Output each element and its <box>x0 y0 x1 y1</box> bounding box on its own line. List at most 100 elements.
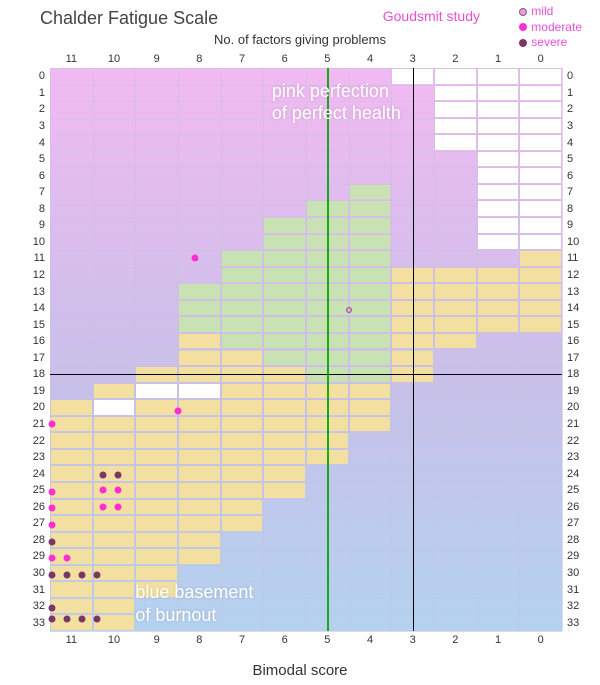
ref-line-vertical-green <box>327 68 329 631</box>
band-cell <box>51 533 92 548</box>
x-tick-top: 2 <box>452 53 458 68</box>
y-tick-left: 14 <box>22 302 50 314</box>
y-tick-right: 15 <box>562 319 590 331</box>
y-tick-right: 3 <box>562 120 590 132</box>
plot-area: pink perfectionof perfect healthblue bas… <box>50 68 562 631</box>
y-tick-left: 5 <box>22 153 50 165</box>
y-tick-left: 20 <box>22 401 50 413</box>
band-cell <box>51 466 92 481</box>
y-tick-left: 23 <box>22 451 50 463</box>
y-tick-left: 4 <box>22 137 50 149</box>
y-tick-right: 0 <box>562 70 590 82</box>
band-cell <box>350 201 391 216</box>
band-cell <box>179 466 220 481</box>
x-tick-bottom: 11 <box>66 631 77 646</box>
band-cell <box>222 400 263 415</box>
band-cell <box>222 251 263 266</box>
y-tick-right: 23 <box>562 451 590 463</box>
data-point <box>192 255 199 262</box>
band-cell <box>478 168 519 183</box>
band-cell <box>94 450 135 465</box>
band-cell <box>51 500 92 515</box>
band-cell <box>136 384 177 399</box>
band-cell <box>136 433 177 448</box>
band-cell <box>520 185 561 200</box>
band-cell <box>51 566 92 581</box>
y-tick-left: 9 <box>22 219 50 231</box>
band-cell <box>520 86 561 101</box>
band-cell <box>520 102 561 117</box>
x-tick-bottom: 3 <box>410 631 416 646</box>
y-tick-right: 16 <box>562 335 590 347</box>
band-cell <box>520 268 561 283</box>
band-cell <box>350 268 391 283</box>
band-cell <box>222 334 263 349</box>
band-cell <box>179 317 220 332</box>
y-tick-right: 17 <box>562 352 590 364</box>
y-tick-left: 8 <box>22 203 50 215</box>
y-tick-right: 29 <box>562 550 590 562</box>
band-cell <box>179 400 220 415</box>
band-cell <box>520 168 561 183</box>
band-cell <box>51 400 92 415</box>
y-tick-right: 32 <box>562 600 590 612</box>
y-tick-right: 2 <box>562 103 590 115</box>
band-cell <box>478 119 519 134</box>
band-cell <box>435 284 476 299</box>
band-cell <box>51 433 92 448</box>
band-cell <box>51 417 92 432</box>
x-tick-bottom: 10 <box>108 631 120 646</box>
y-tick-left: 3 <box>22 120 50 132</box>
y-tick-left: 31 <box>22 584 50 596</box>
band-cell <box>264 450 305 465</box>
band-cell <box>520 135 561 150</box>
y-tick-left: 30 <box>22 567 50 579</box>
band-cell <box>350 417 391 432</box>
data-point <box>175 407 182 414</box>
data-point <box>79 571 86 578</box>
band-cell <box>264 417 305 432</box>
band-cell <box>264 218 305 233</box>
y-tick-right: 11 <box>562 252 590 264</box>
band-cell <box>350 185 391 200</box>
band-cell <box>179 301 220 316</box>
band-cell <box>136 533 177 548</box>
y-tick-left: 19 <box>22 385 50 397</box>
band-cell <box>264 384 305 399</box>
y-tick-left: 12 <box>22 269 50 281</box>
band-cell <box>94 384 135 399</box>
y-tick-left: 25 <box>22 484 50 496</box>
band-cell <box>478 284 519 299</box>
grid-layer: pink perfectionof perfect healthblue bas… <box>50 68 562 631</box>
band-cell <box>222 450 263 465</box>
band-cell <box>51 483 92 498</box>
y-tick-right: 6 <box>562 170 590 182</box>
data-point <box>100 487 107 494</box>
band-cell <box>264 268 305 283</box>
band-cell <box>435 317 476 332</box>
band-cell <box>51 615 92 630</box>
y-tick-left: 32 <box>22 600 50 612</box>
y-tick-left: 26 <box>22 501 50 513</box>
band-cell <box>350 235 391 250</box>
y-tick-right: 5 <box>562 153 590 165</box>
x-tick-bottom: 1 <box>495 631 501 646</box>
band-cell <box>94 533 135 548</box>
y-tick-right: 8 <box>562 203 590 215</box>
data-point <box>64 616 71 623</box>
band-cell <box>350 301 391 316</box>
band-cell <box>179 334 220 349</box>
chart-title: Chalder Fatigue Scale <box>40 8 218 29</box>
band-cell <box>179 284 220 299</box>
band-cell <box>136 483 177 498</box>
y-tick-left: 18 <box>22 368 50 380</box>
y-tick-left: 6 <box>22 170 50 182</box>
band-cell <box>179 533 220 548</box>
band-cell <box>520 301 561 316</box>
data-point <box>79 616 86 623</box>
y-tick-left: 11 <box>22 252 50 264</box>
y-tick-left: 7 <box>22 186 50 198</box>
y-tick-left: 21 <box>22 418 50 430</box>
legend-dot-icon <box>519 23 527 31</box>
data-point <box>115 487 122 494</box>
